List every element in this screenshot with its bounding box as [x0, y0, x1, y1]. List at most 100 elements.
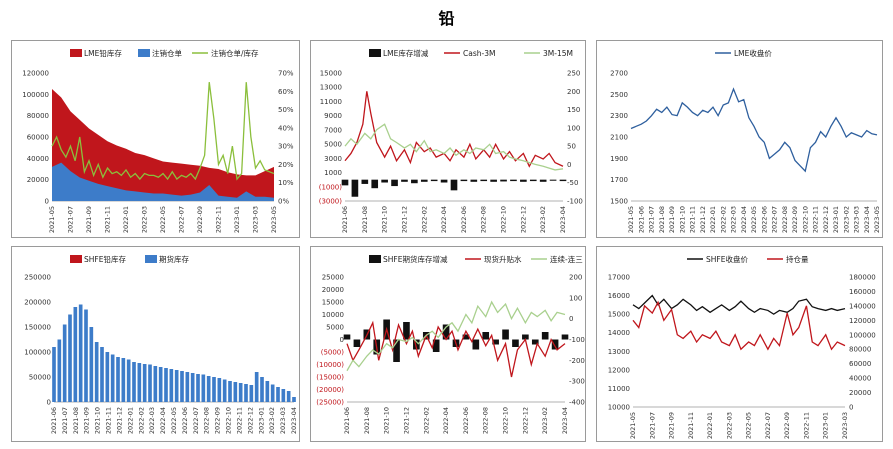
y-tick-label: 14000 [608, 329, 630, 337]
y-tick-label: (3000) [319, 198, 343, 206]
y-tick-label: 40000 [849, 375, 871, 383]
bar [411, 179, 418, 184]
bar [512, 339, 519, 347]
bar [126, 359, 131, 402]
x-tick-label: 2021-07 [648, 412, 656, 439]
bar [217, 378, 222, 402]
x-axis: 2021-06 2021-08 2021-10 2021-12 2022-02 2022-… [343, 407, 569, 434]
bar [561, 334, 569, 340]
line-现货升贴水 [346, 320, 566, 378]
chart-lme-spread: LME库存增减 Cash-3M 3M-15M(3000)(1000)10003000… [319, 48, 583, 233]
y-tick-label: 200 [567, 88, 580, 96]
bar [403, 322, 410, 340]
x-tick-label: 2023-01 [257, 407, 265, 434]
y-tick-label: 160000 [849, 288, 876, 296]
x-tick-label: 2023-03 [841, 412, 849, 439]
y-tick-label: (15000) [316, 374, 344, 382]
x-tick-label: 2021-07 [648, 206, 656, 233]
x-tick-label: 2021-10 [94, 407, 102, 434]
bar [286, 391, 291, 402]
line-持仓量 [632, 300, 846, 351]
bar [84, 309, 88, 402]
y-tick-label: 0% [278, 198, 289, 206]
y-tick-label: 7000 [324, 126, 342, 134]
x-tick-label: 2021-09 [85, 206, 93, 233]
y-tick-label: 60000 [849, 360, 871, 368]
y-tick-label: (5000) [321, 349, 345, 357]
y-tick-label: -300 [569, 378, 585, 386]
legend-swatch [145, 255, 157, 263]
bar [94, 342, 99, 402]
x-tick-label: 2022-04 [442, 407, 450, 434]
bar [482, 332, 490, 340]
y-tick-label: 60000 [27, 134, 49, 142]
y-tick-label: -100 [569, 336, 585, 344]
y-axis-left: 0 50000 100000 150000 200000 250000 [24, 274, 51, 407]
x-tick-label: 2022-04 [159, 407, 167, 434]
bar [201, 374, 206, 402]
bar [270, 384, 275, 402]
y-tick-label: 3000 [324, 155, 342, 163]
x-axis: 2021-05 2021-07 2021-09 2021-11 2022-01 2022-… [629, 412, 849, 439]
x-tick-label: 2021-05 [627, 206, 635, 233]
legend-swatch [369, 49, 381, 57]
bar [292, 397, 296, 402]
x-tick-label: 2021-05 [629, 412, 637, 439]
y-tick-label: 150 [567, 106, 580, 114]
x-tick-label: 2022-01 [122, 206, 130, 233]
y-tick-label: 100000 [22, 91, 49, 99]
bar [450, 179, 458, 191]
bar [472, 339, 480, 350]
chart-panel-lme-inventory: LME铅库存 注销仓单 注销仓单/库存 0 20000 40000 60000 80000 10… [11, 40, 300, 238]
x-tick-label: 2021-10 [383, 407, 391, 434]
x-tick-label: 2023-03 [252, 206, 260, 233]
x-tick-label: 2022-10 [225, 407, 233, 434]
page-title: 铅 [438, 9, 455, 28]
series-LME收盘价 [630, 87, 878, 173]
bar [343, 334, 351, 340]
bar [470, 179, 478, 182]
y-tick-label: 2300 [610, 112, 628, 120]
x-tick-label: 2022-06 [462, 407, 470, 434]
bar [341, 179, 349, 186]
legend-label: Cash-3M [463, 49, 495, 58]
chart-lme-inventory: LME铅库存 注销仓单 注销仓单/库存 0 20000 40000 60000 80000 10… [22, 48, 294, 233]
bar [169, 369, 174, 402]
x-tick-label: 2023-04 [561, 407, 569, 434]
y-tick-label: 100000 [849, 331, 876, 339]
legend-swatch [369, 255, 381, 263]
bar [174, 370, 179, 402]
bar [228, 381, 232, 402]
bar [116, 357, 120, 402]
x-tick-label: 2022-03 [148, 407, 156, 434]
x-tick-label: 2021-06 [343, 407, 351, 434]
x-tick-label: 2023-04 [863, 206, 871, 233]
y-axis-right: -100 -50 0 50 100 150 200 250 [567, 70, 583, 206]
x-tick-label: 2021-07 [67, 206, 75, 233]
bar [529, 179, 537, 182]
bar [249, 385, 254, 402]
x-tick-label: 2022-10 [502, 407, 510, 434]
x-tick-label: 2021-11 [689, 206, 697, 233]
bar [539, 179, 547, 182]
bar [460, 179, 468, 182]
x-tick-label: 2022-09 [196, 206, 204, 233]
y-tick-label: 9000 [324, 112, 342, 120]
x-tick-label: 2022-09 [214, 407, 222, 434]
x-tick-label: 2022-03 [141, 206, 149, 233]
bar [361, 179, 369, 184]
chart-lme-price: LME收盘价 1500 1700 1900 2100 2300 2500 2700 2021-0… [610, 48, 881, 233]
x-tick-label: 2022-04 [440, 206, 448, 233]
y-tick-label: 0 [340, 336, 344, 344]
bar [222, 379, 227, 402]
x-tick-label: 2022-03 [730, 206, 738, 233]
y-tick-label: 10% [278, 179, 294, 187]
y-tick-label: 16000 [608, 292, 630, 300]
x-tick-label: 2022-07 [192, 407, 200, 434]
y-tick-label: 60% [278, 88, 294, 96]
x-tick-label: 2023-01 [832, 206, 840, 233]
bar [430, 179, 438, 182]
y-tick-label: 30% [278, 143, 294, 151]
legend-label: 持仓量 [786, 254, 809, 264]
chart-panel-shfe-spread: SHFE期货库存增减 现货升贴水 连续-连三 (25000) (20000) (15000… [310, 246, 586, 442]
